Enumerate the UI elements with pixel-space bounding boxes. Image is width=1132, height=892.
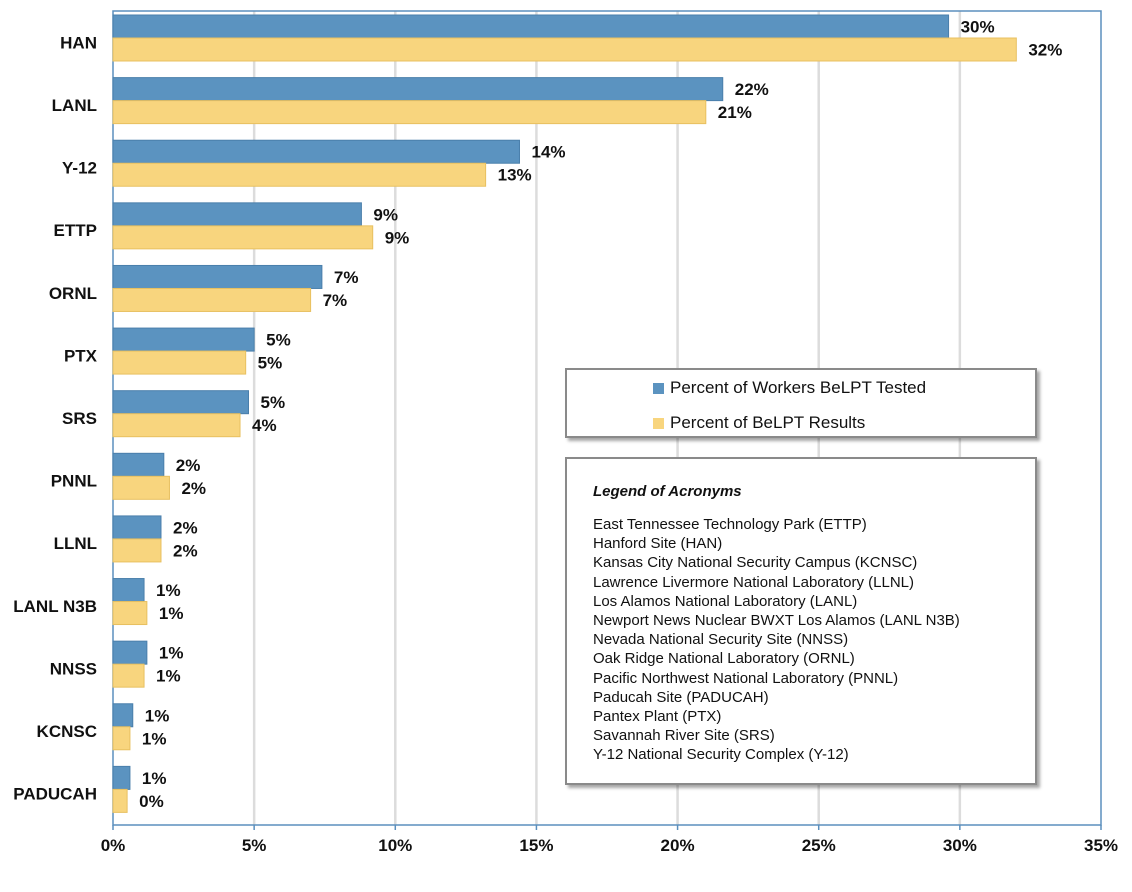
category-label: NNSS: [50, 659, 97, 678]
data-label-tested: 5%: [260, 393, 285, 412]
bar-tested: [112, 202, 362, 227]
bar-tested: [112, 390, 249, 415]
data-label-tested: 1%: [145, 706, 170, 725]
data-label-tested: 22%: [735, 80, 769, 99]
legend-swatch-tested: [653, 382, 664, 394]
data-label-results: 1%: [159, 604, 184, 623]
bar-results: [112, 663, 145, 688]
data-label-tested: 14%: [531, 143, 565, 162]
category-label: LANL: [52, 96, 97, 115]
category-label: LANL N3B: [13, 597, 97, 616]
bar-results: [112, 37, 1017, 62]
data-label-tested: 1%: [159, 644, 184, 663]
data-label-results: 1%: [142, 729, 167, 748]
acronym-item: Paducah Site (PADUCAH): [593, 688, 769, 706]
data-label-results: 13%: [498, 166, 532, 185]
bar-results: [112, 538, 162, 563]
acronym-item: Nevada National Security Site (NNSS): [593, 631, 849, 649]
data-label-tested: 1%: [142, 769, 167, 788]
data-label-tested: 2%: [173, 518, 198, 537]
acronym-item: East Tennessee Technology Park (ETTP): [593, 516, 867, 533]
acronym-item: Kansas City National Security Campus (KC…: [593, 554, 918, 572]
bar-results: [112, 225, 374, 250]
bar-tested: [112, 139, 520, 164]
acronym-legend: Legend of Acronyms East Tennessee Techno…: [565, 457, 1037, 785]
x-tick-label: 5%: [242, 836, 267, 855]
bar-tested: [112, 327, 255, 352]
bar-results: [112, 100, 707, 125]
acronym-item: Oak Ridge National Laboratory (ORNL): [593, 650, 855, 668]
data-label-tested: 30%: [961, 18, 995, 37]
data-label-results: 4%: [252, 416, 277, 435]
acronym-item: Hanford Site (HAN): [593, 535, 723, 553]
category-label: LLNL: [54, 534, 97, 553]
legend-label-tested: Percent of Workers BeLPT Tested: [670, 378, 927, 397]
bar-results: [112, 287, 312, 312]
legend-label-results: Percent of BeLPT Results: [670, 413, 866, 432]
category-label: Y-12: [62, 159, 97, 178]
bar-results: [112, 413, 241, 438]
data-label-tested: 9%: [373, 205, 398, 224]
data-label-results: 2%: [181, 479, 206, 498]
acronym-item: Savannah River Site (SRS): [593, 727, 775, 745]
acronym-item: Los Alamos National Laboratory (LANL): [593, 592, 858, 610]
acronym-item: Newport News Nuclear BWXT Los Alamos (LA…: [593, 612, 960, 630]
bar-tested: [112, 703, 134, 728]
data-label-results: 32%: [1028, 41, 1062, 60]
x-tick-label: 30%: [943, 836, 977, 855]
acronym-item: Pacific Northwest National Laboratory (P…: [593, 669, 899, 687]
data-label-results: 2%: [173, 541, 198, 560]
data-label-results: 21%: [718, 103, 752, 122]
data-label-tested: 7%: [334, 268, 359, 287]
category-label: PADUCAH: [13, 785, 97, 804]
acronym-list: East Tennessee Technology Park (ETTP) Han…: [593, 515, 960, 765]
category-label: PNNL: [51, 472, 97, 491]
acronym-legend-title: Legend of Acronyms: [593, 483, 742, 500]
bar-tested: [112, 765, 131, 790]
bar-results: [112, 350, 247, 375]
category-label: PTX: [64, 346, 98, 365]
bar-tested: [112, 452, 165, 477]
data-label-results: 9%: [385, 228, 410, 247]
series-legend: Percent of Workers BeLPT Tested Percent …: [565, 368, 1037, 438]
x-tick-label: 20%: [661, 836, 695, 855]
category-label: SRS: [62, 409, 97, 428]
data-label-results: 5%: [258, 354, 283, 373]
bar-tested: [112, 264, 323, 289]
data-label-tested: 2%: [176, 456, 201, 475]
bar-tested: [112, 640, 148, 665]
data-label-results: 1%: [156, 667, 181, 686]
bar-tested: [112, 578, 145, 603]
acronym-item: Pantex Plant (PTX): [593, 708, 722, 726]
bar-tested: [112, 77, 724, 102]
category-label: HAN: [60, 33, 97, 52]
data-label-results: 7%: [323, 291, 348, 310]
bar-results: [112, 475, 170, 500]
data-label-results: 0%: [139, 792, 164, 811]
bar-results: [112, 601, 148, 626]
bar-tested: [112, 515, 162, 540]
x-tick-label: 10%: [378, 836, 412, 855]
legend-item-tested: Percent of Workers BeLPT Tested: [653, 378, 926, 398]
category-label: KCNSC: [37, 722, 97, 741]
x-tick-label: 15%: [519, 836, 553, 855]
category-label: ETTP: [54, 221, 97, 240]
bar-results: [112, 788, 128, 813]
acronym-item: Lawrence Livermore National Laboratory (…: [593, 573, 914, 591]
acronym-item: Y-12 National Security Complex (Y-12): [593, 746, 849, 764]
data-label-tested: 5%: [266, 331, 291, 350]
x-tick-label: 0%: [101, 836, 126, 855]
category-label: ORNL: [49, 284, 97, 303]
legend-swatch-results: [653, 417, 664, 429]
legend-item-results: Percent of BeLPT Results: [653, 413, 865, 433]
x-tick-label: 25%: [802, 836, 836, 855]
bar-tested: [112, 14, 950, 39]
bar-results: [112, 726, 131, 751]
x-tick-label: 35%: [1084, 836, 1118, 855]
bar-results: [112, 162, 487, 187]
data-label-tested: 1%: [156, 581, 181, 600]
